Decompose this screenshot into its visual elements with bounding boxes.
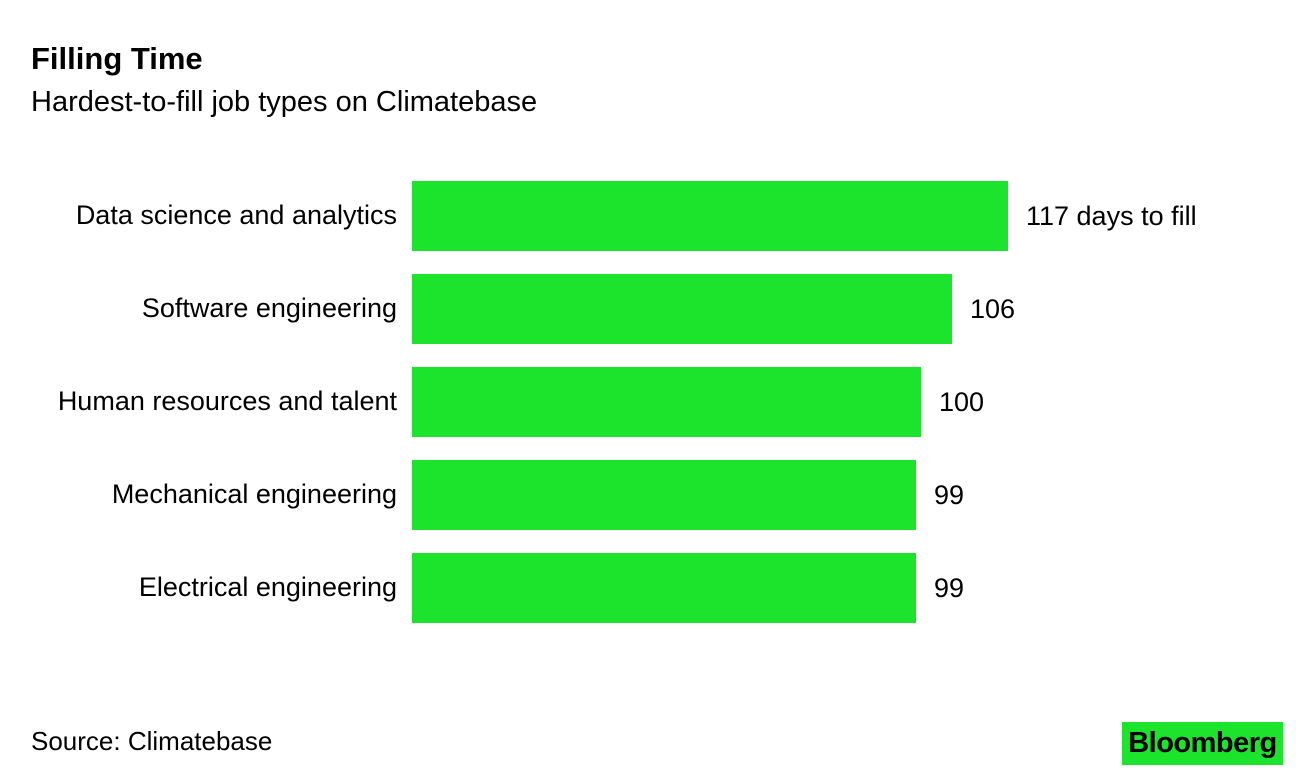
chart-row: Human resources and talent 100 <box>0 367 1296 437</box>
chart-subtitle: Hardest-to-fill job types on Climatebase <box>31 85 538 118</box>
bar <box>412 460 916 530</box>
value-label: 99 <box>934 572 965 603</box>
source-note: Source: Climatebase <box>31 726 273 756</box>
category-label: Mechanical engineering <box>111 479 397 510</box>
bar <box>412 367 921 437</box>
bar-area: 99 <box>412 460 1296 530</box>
value-label: 99 <box>934 479 965 510</box>
chart-row: Electrical engineering 99 <box>0 553 1296 623</box>
chart-row: Software engineering 106 <box>0 274 1296 344</box>
bloomberg-logo: Bloomberg <box>1122 722 1283 765</box>
chart-header: Filling Time Hardest-to-fill job types o… <box>31 41 537 119</box>
category-label: Electrical engineering <box>138 572 397 603</box>
bar <box>412 181 1008 251</box>
chart-rows: Data science and analytics 117 days to f… <box>0 181 1296 623</box>
chart-row: Data science and analytics 117 days to f… <box>0 181 1296 251</box>
category-label: Human resources and talent <box>57 386 397 417</box>
bar <box>412 553 916 623</box>
value-label: 100 <box>939 386 985 417</box>
value-label: 117 days to fill <box>1026 200 1197 231</box>
category-label: Software engineering <box>141 293 397 324</box>
chart-title: Filling Time <box>31 41 203 76</box>
bar-area: 100 <box>412 367 1296 437</box>
bar-area: 106 <box>412 274 1296 344</box>
value-label: 106 <box>970 293 1016 324</box>
category-label: Data science and analytics <box>75 200 397 231</box>
bar-area: 117 days to fill <box>412 181 1296 251</box>
chart-row: Mechanical engineering 99 <box>0 460 1296 530</box>
bar <box>412 274 952 344</box>
bar-area: 99 <box>412 553 1296 623</box>
